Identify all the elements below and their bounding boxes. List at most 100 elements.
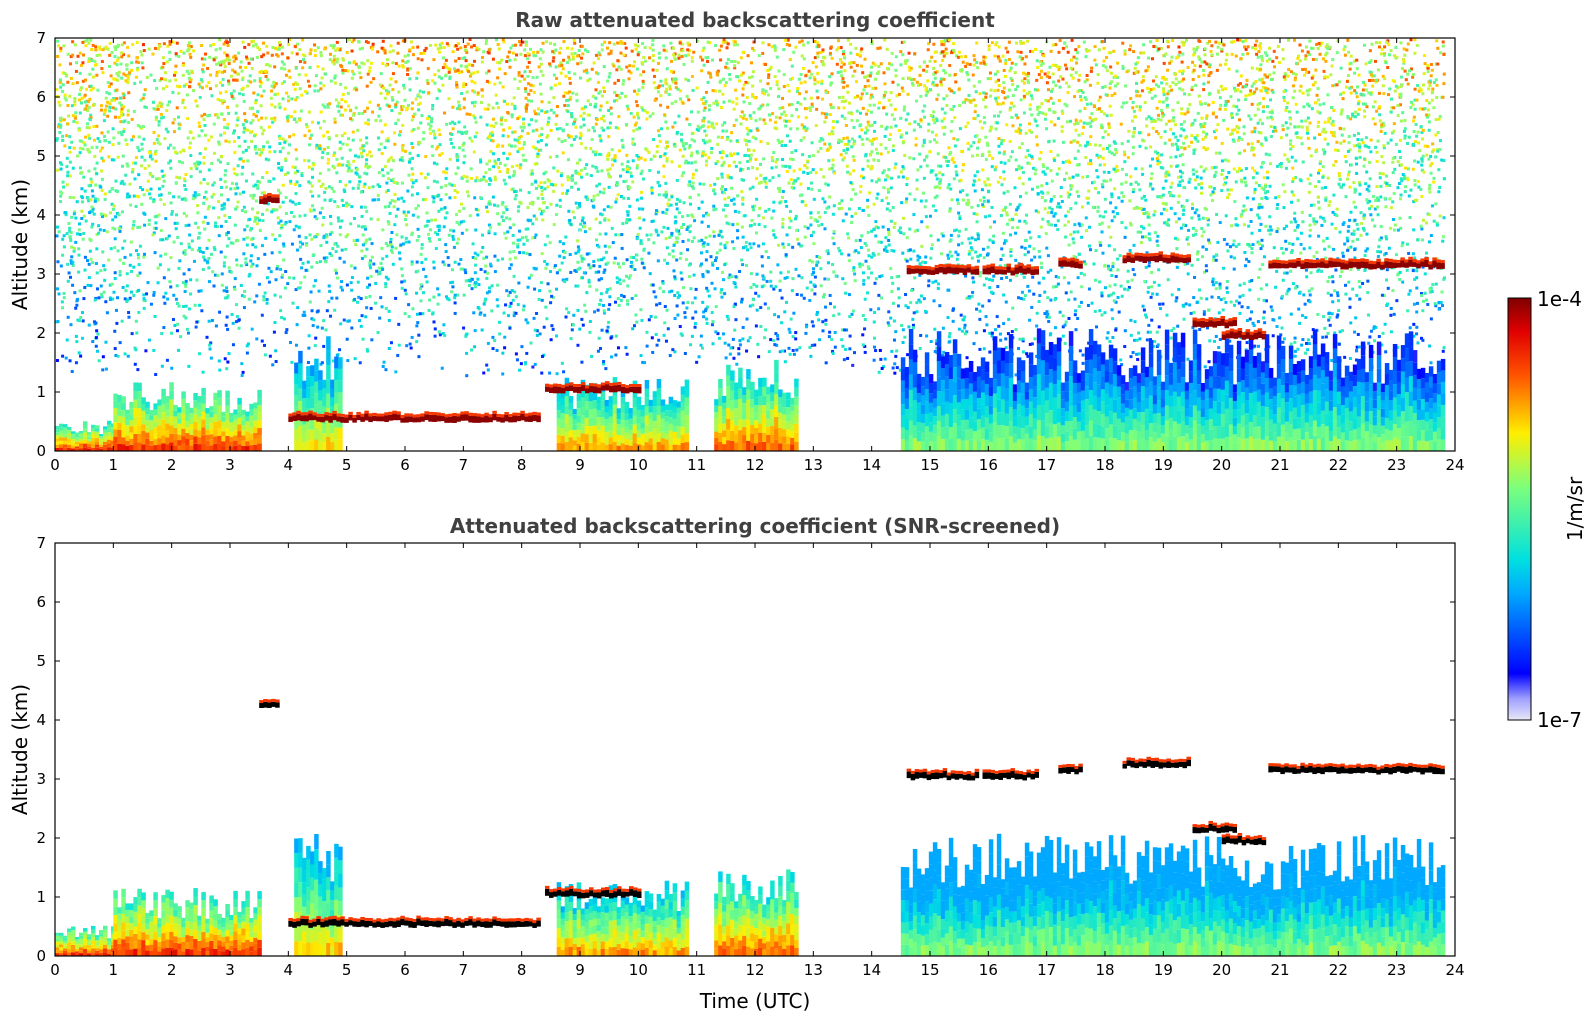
noise-pixel (400, 155, 404, 159)
noise-pixel (725, 61, 729, 65)
noise-pixel (988, 154, 992, 158)
noise-pixel (341, 58, 345, 62)
noise-pixel (1149, 176, 1153, 180)
noise-pixel (935, 97, 939, 101)
noise-pixel (723, 263, 727, 267)
noise-pixel (1120, 142, 1124, 146)
noise-pixel (83, 286, 87, 290)
noise-pixel (672, 77, 676, 81)
noise-pixel (975, 41, 979, 45)
noise-pixel (362, 185, 366, 189)
noise-pixel (913, 229, 917, 233)
noise-pixel (1311, 46, 1315, 50)
noise-pixel (845, 136, 849, 140)
noise-pixel (595, 166, 599, 170)
noise-pixel (1052, 156, 1056, 160)
noise-pixel (505, 216, 509, 220)
noise-pixel (792, 311, 796, 315)
noise-pixel (830, 106, 834, 110)
noise-pixel (1140, 235, 1144, 239)
noise-pixel (1105, 114, 1109, 118)
noise-pixel (708, 139, 712, 143)
noise-pixel (571, 91, 575, 95)
noise-pixel (775, 80, 779, 84)
noise-pixel (474, 263, 478, 267)
noise-pixel (464, 59, 468, 63)
noise-pixel (1353, 330, 1357, 334)
noise-pixel (1054, 84, 1058, 88)
noise-pixel (616, 346, 620, 350)
noise-pixel (324, 186, 328, 190)
noise-pixel (448, 196, 452, 200)
noise-pixel (1027, 90, 1031, 94)
noise-pixel (1371, 78, 1375, 82)
noise-pixel (866, 230, 870, 234)
noise-pixel (451, 50, 455, 54)
noise-pixel (757, 294, 761, 298)
noise-pixel (357, 224, 361, 228)
noise-pixel (1280, 294, 1284, 298)
noise-pixel (365, 306, 369, 310)
noise-pixel (1192, 311, 1196, 315)
noise-pixel (542, 325, 546, 329)
noise-pixel (1298, 43, 1302, 47)
noise-pixel (1378, 176, 1382, 180)
noise-pixel (472, 150, 476, 154)
noise-pixel (1162, 90, 1166, 94)
noise-pixel (205, 335, 209, 339)
noise-pixel (705, 317, 709, 321)
noise-pixel (114, 215, 118, 219)
noise-pixel (1032, 166, 1036, 170)
noise-pixel (169, 285, 173, 289)
noise-pixel (315, 217, 319, 221)
noise-pixel (1412, 200, 1416, 204)
noise-pixel (965, 330, 969, 334)
noise-pixel (414, 270, 418, 274)
noise-pixel (881, 225, 885, 229)
noise-pixel (1212, 187, 1216, 191)
noise-pixel (1070, 184, 1074, 188)
noise-pixel (1164, 179, 1168, 183)
noise-pixel (274, 349, 278, 353)
noise-pixel (141, 96, 145, 100)
noise-pixel (1019, 98, 1023, 102)
noise-pixel (1050, 179, 1054, 183)
noise-pixel (1329, 73, 1333, 77)
noise-pixel (711, 122, 715, 126)
noise-pixel (397, 322, 401, 326)
noise-pixel (935, 339, 939, 343)
noise-pixel (1163, 77, 1167, 81)
noise-pixel (536, 196, 540, 200)
noise-pixel (505, 289, 509, 293)
noise-pixel (535, 75, 539, 79)
noise-pixel (168, 58, 172, 62)
noise-pixel (569, 337, 573, 341)
noise-pixel (420, 261, 424, 265)
noise-pixel (340, 280, 344, 284)
noise-pixel (837, 39, 841, 43)
noise-pixel (528, 253, 532, 257)
noise-pixel (320, 206, 324, 210)
noise-pixel (966, 141, 970, 145)
noise-pixel (1273, 125, 1277, 129)
noise-pixel (571, 57, 575, 61)
noise-pixel (81, 336, 85, 340)
noise-pixel (58, 63, 62, 67)
noise-pixel (607, 172, 611, 176)
noise-pixel (1382, 161, 1386, 165)
noise-pixel (277, 47, 281, 51)
noise-pixel (1347, 141, 1351, 145)
noise-pixel (918, 125, 922, 129)
noise-pixel (184, 283, 188, 287)
noise-pixel (468, 74, 472, 78)
noise-pixel (637, 126, 641, 130)
noise-pixel (576, 308, 580, 312)
noise-pixel (1442, 346, 1446, 350)
noise-pixel (1078, 73, 1082, 77)
noise-pixel (244, 261, 248, 265)
noise-pixel (700, 154, 704, 158)
noise-pixel (721, 185, 725, 189)
noise-pixel (577, 248, 581, 252)
noise-pixel (1206, 41, 1210, 45)
